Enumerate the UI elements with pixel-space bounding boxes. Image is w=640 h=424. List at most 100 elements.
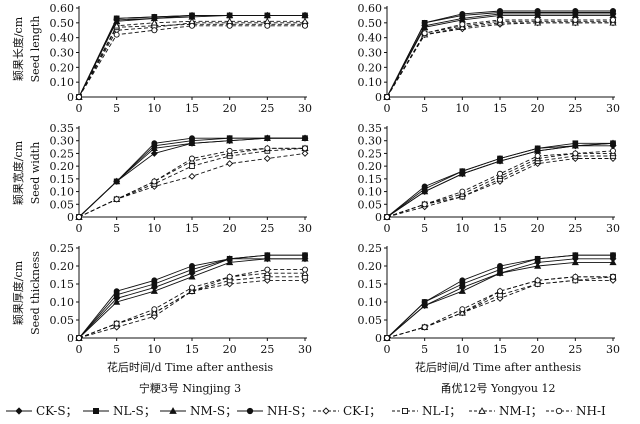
chart-panel: 00.100.200.300.400.500.600 5 10 15 20 25 30 [50,2,313,115]
data-point-nm-s [188,139,196,146]
series-line-nm-i [386,276,613,339]
x-tick-label: 5 [113,343,120,356]
data-point-nh-s [497,263,503,269]
y-tick-label: 0.20 [358,260,383,273]
data-point-nh-s [497,7,503,14]
x-tick-label: 15 [493,102,507,115]
data-point-nm-s [263,255,271,262]
y-tick-label: 0.15 [50,278,75,291]
series-line-nh-i [386,276,613,339]
y-tick-label: 0.05 [358,198,383,211]
y-tick-label: 0 [375,91,382,104]
y-title-width-en: Seed width [29,142,42,205]
y-tick-label: 0 [67,211,74,224]
y-tick-label: 0.40 [50,32,75,45]
x-tick-label: 5 [421,222,428,235]
y-tick-label: 0.20 [50,160,75,173]
y-tick-label: 0.10 [50,186,75,199]
data-point-nm-s [458,287,466,294]
legend-label: NL-I； [422,404,461,418]
data-point-nh-i [302,266,308,273]
data-point-nm-i [113,22,121,29]
data-point-nh-s [264,12,271,19]
series-line-nh-i [78,25,305,98]
y-tick-label: 0.10 [358,296,383,309]
data-point-nh-i [497,288,503,295]
data-point-nm-i [263,269,271,276]
data-point-nh-s [610,7,616,14]
data-point-nh-s [534,7,541,14]
x-tick-label: 15 [185,343,199,356]
data-point-nh-s [113,178,120,185]
data-point-nh-i [76,335,82,341]
legend-label: CK-S； [36,404,78,418]
data-point-nh-s [572,142,579,149]
data-point-nh-s [572,7,579,14]
data-point-nh-i [226,22,233,29]
data-point-nh-i [151,27,158,34]
y-title-length-cn: 颖果长度/cm [11,16,25,81]
chart-panel: 0 0.05 0.10 0.15 0.20 0.25 0 5 10 15 20 25 30 [358,242,621,356]
legend-item: NH-S； [237,404,312,418]
data-point-nh-i [264,266,271,273]
x-axis-label-right: 花后时间/d Time after anthesis [415,361,582,374]
data-point-nh-s [459,277,466,284]
data-point-nh-s [302,12,308,19]
y-tick-label: 0 [375,211,382,224]
data-point-nh-s [534,255,541,262]
data-point-nh-s [421,19,428,26]
legend-label: CK-I； [343,404,381,418]
series-line-ck-i [386,158,613,218]
x-tick-label: 20 [223,343,237,356]
legend-item: NM-I； [469,404,543,418]
y-tick-label: 0.25 [358,147,383,160]
legend-item: NL-S； [83,404,156,418]
x-tick-label: 15 [493,222,507,235]
legend-label: NH-I [576,404,606,418]
x-tick-label: 25 [260,343,274,356]
data-point-nh-i [151,178,158,185]
y-tick-label: 0.05 [50,198,75,211]
data-point-nm-s [188,273,196,280]
y-tick-label: 0.50 [358,17,383,30]
data-point-nh-i [76,94,82,100]
legend-item: CK-S； [6,404,78,418]
data-point-nh-i [113,196,120,203]
x-tick-label: 30 [606,102,620,115]
y-tick-label: 0 [67,91,74,104]
y-tick-label: 0.05 [358,314,383,327]
data-point-nh-i [459,21,466,28]
data-point-nh-i [497,170,503,177]
data-point-nh-s [610,140,616,147]
legend-marker [402,408,409,415]
y-tick-label: 0.15 [358,278,383,291]
y-title-length-en: Seed length [29,16,42,83]
y-tick-label: 0.25 [50,147,75,160]
y-tick-label: 0.60 [358,2,383,15]
y-tick-label: 0.40 [358,32,383,45]
data-point-nh-i [226,273,233,280]
y-tick-label: 0.30 [50,135,75,148]
data-point-ck-i [226,160,234,168]
data-point-nh-s [421,299,428,305]
series-line-nh-i [78,269,305,339]
data-point-nh-s [151,277,158,284]
x-tick-label: 10 [455,343,469,356]
data-point-nh-i [497,16,503,23]
data-point-nh-i [421,324,428,331]
data-point-nh-i [534,153,541,159]
series-line-nm-i [78,20,305,98]
data-point-nh-s [534,145,541,152]
data-point-nh-i [189,22,195,29]
x-tick-label: 30 [606,222,620,235]
data-point-nh-s [113,288,120,295]
data-point-nm-s [226,258,234,266]
y-tick-label: 0.20 [50,260,75,273]
x-tick-label: 15 [493,343,507,356]
legend-label: NL-S； [113,404,156,418]
y-tick-label: 0.60 [50,2,75,15]
y-tick-label: 0.30 [50,47,75,60]
data-point-nm-i [150,19,158,26]
y-title-thickness: 颖果厚度/cm Seed thickness [11,251,42,335]
data-point-nh-i [572,150,579,157]
